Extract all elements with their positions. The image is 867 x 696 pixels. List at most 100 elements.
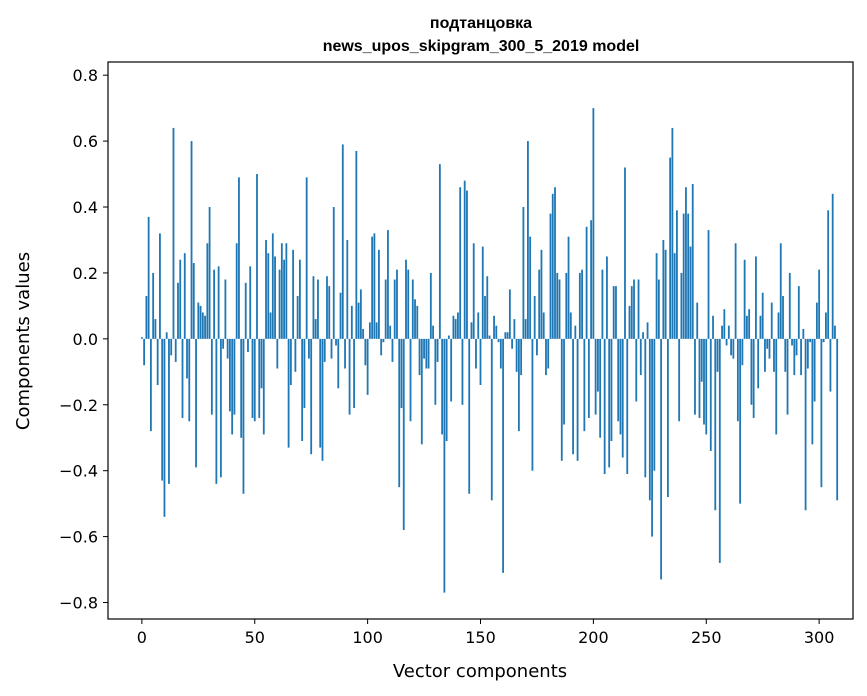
- bar: [621, 338, 624, 458]
- bar: [714, 338, 717, 511]
- bar: [231, 338, 234, 435]
- bar: [549, 213, 552, 339]
- bar: [669, 157, 672, 339]
- bar: [703, 338, 705, 425]
- bar: [391, 338, 394, 362]
- bar: [567, 236, 570, 339]
- bar: [644, 338, 647, 478]
- bar: [583, 338, 586, 432]
- bar: [617, 338, 620, 422]
- x-tick-label: 250: [691, 628, 722, 647]
- bar: [375, 322, 378, 339]
- bar: [387, 230, 389, 339]
- bar: [619, 338, 622, 435]
- plot-area-frame: [107, 61, 854, 620]
- bar: [687, 213, 690, 339]
- chart-title-line2: news_upos_skipgram_300_5_2019 model: [323, 38, 640, 55]
- bar: [143, 338, 146, 366]
- bar: [140, 337, 143, 339]
- bar: [285, 243, 288, 339]
- bar: [378, 249, 380, 339]
- bar: [229, 338, 231, 412]
- bar: [197, 302, 200, 339]
- bar: [569, 312, 572, 339]
- bar: [323, 338, 326, 362]
- bar: [696, 302, 699, 339]
- bar: [332, 207, 335, 339]
- bar: [326, 276, 328, 339]
- bar: [339, 292, 342, 339]
- y-tick-label: 0.8: [73, 66, 98, 85]
- bar: [411, 279, 414, 339]
- bar: [362, 328, 365, 339]
- bar: [759, 315, 762, 339]
- bar: [289, 338, 292, 385]
- bar: [163, 338, 166, 517]
- bar: [520, 338, 523, 376]
- bar: [545, 338, 547, 376]
- bar: [357, 302, 360, 339]
- bar: [551, 193, 554, 339]
- bar: [538, 269, 541, 339]
- bar: [443, 338, 446, 593]
- y-tick-label: −0.4: [59, 462, 98, 481]
- bar: [341, 144, 344, 339]
- bar: [249, 266, 252, 339]
- bar: [513, 319, 516, 339]
- bar: [646, 322, 649, 339]
- bar: [172, 127, 175, 339]
- bar: [653, 338, 656, 471]
- bar: [434, 338, 437, 405]
- bar: [210, 338, 213, 415]
- bar: [725, 338, 728, 346]
- bar: [445, 338, 448, 442]
- bar: [511, 338, 514, 349]
- bar: [147, 216, 150, 339]
- bar: [642, 332, 644, 339]
- bar: [238, 177, 240, 339]
- bar: [736, 338, 739, 422]
- bar: [752, 338, 755, 418]
- bar: [271, 233, 274, 339]
- bar: [657, 279, 660, 339]
- bar: [472, 243, 475, 339]
- bar: [418, 338, 421, 376]
- bar: [802, 328, 805, 339]
- bar: [177, 282, 179, 339]
- bar: [554, 187, 556, 339]
- bar: [420, 338, 423, 445]
- x-tick-label: 100: [352, 628, 383, 647]
- bar: [283, 259, 285, 339]
- bar: [610, 338, 613, 442]
- bar: [685, 187, 687, 339]
- bar: [707, 230, 710, 339]
- bar: [348, 338, 351, 415]
- bar: [698, 338, 701, 418]
- bar: [624, 167, 626, 339]
- bar: [648, 338, 651, 501]
- bar: [694, 338, 696, 415]
- bar: [312, 276, 315, 339]
- bar: [305, 177, 308, 339]
- bar: [384, 279, 387, 339]
- bar: [407, 269, 410, 339]
- bar: [346, 239, 349, 339]
- bar: [574, 325, 577, 339]
- bar: [800, 338, 802, 376]
- bar: [497, 338, 500, 343]
- bar: [484, 296, 486, 339]
- bar: [355, 150, 358, 339]
- bar: [716, 338, 719, 372]
- bar: [233, 338, 236, 415]
- bar: [371, 236, 374, 339]
- bar: [587, 338, 590, 418]
- x-tick-label: 300: [804, 628, 835, 647]
- bar: [423, 338, 425, 359]
- bar: [768, 338, 771, 359]
- bar: [576, 338, 579, 461]
- bar: [637, 279, 640, 339]
- bar: [662, 239, 665, 339]
- bar: [782, 296, 784, 339]
- bar: [190, 141, 193, 339]
- bar: [308, 338, 310, 359]
